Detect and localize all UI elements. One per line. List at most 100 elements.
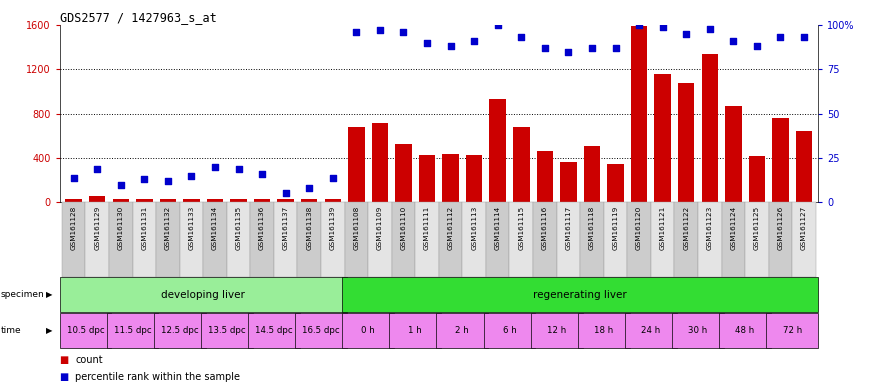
Point xyxy=(114,182,128,188)
Text: GDS2577 / 1427963_s_at: GDS2577 / 1427963_s_at xyxy=(60,11,216,24)
Bar xyxy=(60,277,346,312)
Text: GSM161120: GSM161120 xyxy=(636,206,642,250)
Point xyxy=(703,25,717,31)
Text: GSM161139: GSM161139 xyxy=(330,206,336,250)
Bar xyxy=(772,118,788,202)
Bar xyxy=(604,202,627,277)
Text: GSM161121: GSM161121 xyxy=(660,206,666,250)
Text: specimen: specimen xyxy=(1,290,45,299)
Bar xyxy=(768,202,792,277)
Text: GSM161126: GSM161126 xyxy=(777,206,783,250)
Bar xyxy=(154,313,206,348)
Point xyxy=(774,34,788,40)
Point xyxy=(679,31,693,37)
Text: GSM161117: GSM161117 xyxy=(565,206,571,250)
Bar xyxy=(766,313,818,348)
Bar xyxy=(227,202,250,277)
Text: ■: ■ xyxy=(60,355,69,365)
Bar xyxy=(277,199,294,202)
Point xyxy=(161,178,175,184)
Bar xyxy=(295,313,346,348)
Bar xyxy=(698,202,722,277)
Text: ▶: ▶ xyxy=(46,290,52,299)
Point xyxy=(232,166,246,172)
Text: 6 h: 6 h xyxy=(502,326,516,335)
Point xyxy=(491,22,505,28)
Point xyxy=(585,45,599,51)
Bar xyxy=(389,313,441,348)
Text: 16.5 dpc: 16.5 dpc xyxy=(302,326,340,335)
Text: GSM161133: GSM161133 xyxy=(188,206,194,250)
Bar xyxy=(466,155,482,202)
Text: 13.5 dpc: 13.5 dpc xyxy=(208,326,246,335)
Bar xyxy=(627,202,651,277)
Point xyxy=(278,190,292,197)
Bar xyxy=(725,106,741,202)
Bar xyxy=(437,313,488,348)
Bar xyxy=(342,313,394,348)
Bar xyxy=(113,199,129,202)
Bar xyxy=(486,202,509,277)
Text: 72 h: 72 h xyxy=(782,326,802,335)
Bar xyxy=(462,202,486,277)
Bar xyxy=(584,146,600,202)
Bar xyxy=(556,202,580,277)
Text: GSM161128: GSM161128 xyxy=(71,206,77,250)
Text: 10.5 dpc: 10.5 dpc xyxy=(66,326,104,335)
Text: 14.5 dpc: 14.5 dpc xyxy=(255,326,293,335)
Point xyxy=(396,29,410,35)
Text: GSM161124: GSM161124 xyxy=(731,206,736,250)
Bar xyxy=(109,202,132,277)
Bar xyxy=(372,122,388,202)
Text: GSM161109: GSM161109 xyxy=(377,206,383,250)
Text: GSM161135: GSM161135 xyxy=(235,206,242,250)
Text: GSM161136: GSM161136 xyxy=(259,206,265,250)
Point xyxy=(137,176,151,182)
Bar xyxy=(580,202,604,277)
Bar xyxy=(746,202,768,277)
Text: GSM161108: GSM161108 xyxy=(354,206,360,250)
Point xyxy=(632,22,646,28)
Text: 30 h: 30 h xyxy=(689,326,708,335)
Point xyxy=(797,34,811,40)
Text: regenerating liver: regenerating liver xyxy=(533,290,627,300)
Bar xyxy=(86,202,109,277)
Text: developing liver: developing liver xyxy=(161,290,245,300)
Bar xyxy=(654,74,671,202)
Bar xyxy=(396,144,412,202)
Point xyxy=(66,174,80,180)
Bar xyxy=(156,202,179,277)
Text: 12.5 dpc: 12.5 dpc xyxy=(161,326,199,335)
Bar xyxy=(651,202,675,277)
Bar xyxy=(578,313,630,348)
Text: 48 h: 48 h xyxy=(736,326,755,335)
Bar xyxy=(274,202,298,277)
Bar xyxy=(368,202,392,277)
Bar xyxy=(509,202,533,277)
Bar xyxy=(678,83,695,202)
Bar xyxy=(159,199,176,202)
Bar xyxy=(607,164,624,202)
Bar xyxy=(484,313,536,348)
Point xyxy=(255,171,270,177)
Text: GSM161134: GSM161134 xyxy=(212,206,218,250)
Point xyxy=(326,174,340,180)
Bar xyxy=(722,202,746,277)
Bar xyxy=(321,202,345,277)
Text: GSM161113: GSM161113 xyxy=(471,206,477,250)
Bar xyxy=(345,202,368,277)
Bar xyxy=(348,127,365,202)
Text: 18 h: 18 h xyxy=(594,326,613,335)
Text: count: count xyxy=(75,355,103,365)
Text: 2 h: 2 h xyxy=(456,326,469,335)
Text: GSM161112: GSM161112 xyxy=(448,206,453,250)
Bar xyxy=(248,313,300,348)
Bar xyxy=(250,202,274,277)
Text: GSM161137: GSM161137 xyxy=(283,206,289,250)
Bar xyxy=(489,99,506,202)
Point xyxy=(538,45,552,51)
Text: GSM161131: GSM161131 xyxy=(142,206,147,250)
Text: 24 h: 24 h xyxy=(641,326,661,335)
Bar xyxy=(230,199,247,202)
Point xyxy=(562,48,576,55)
